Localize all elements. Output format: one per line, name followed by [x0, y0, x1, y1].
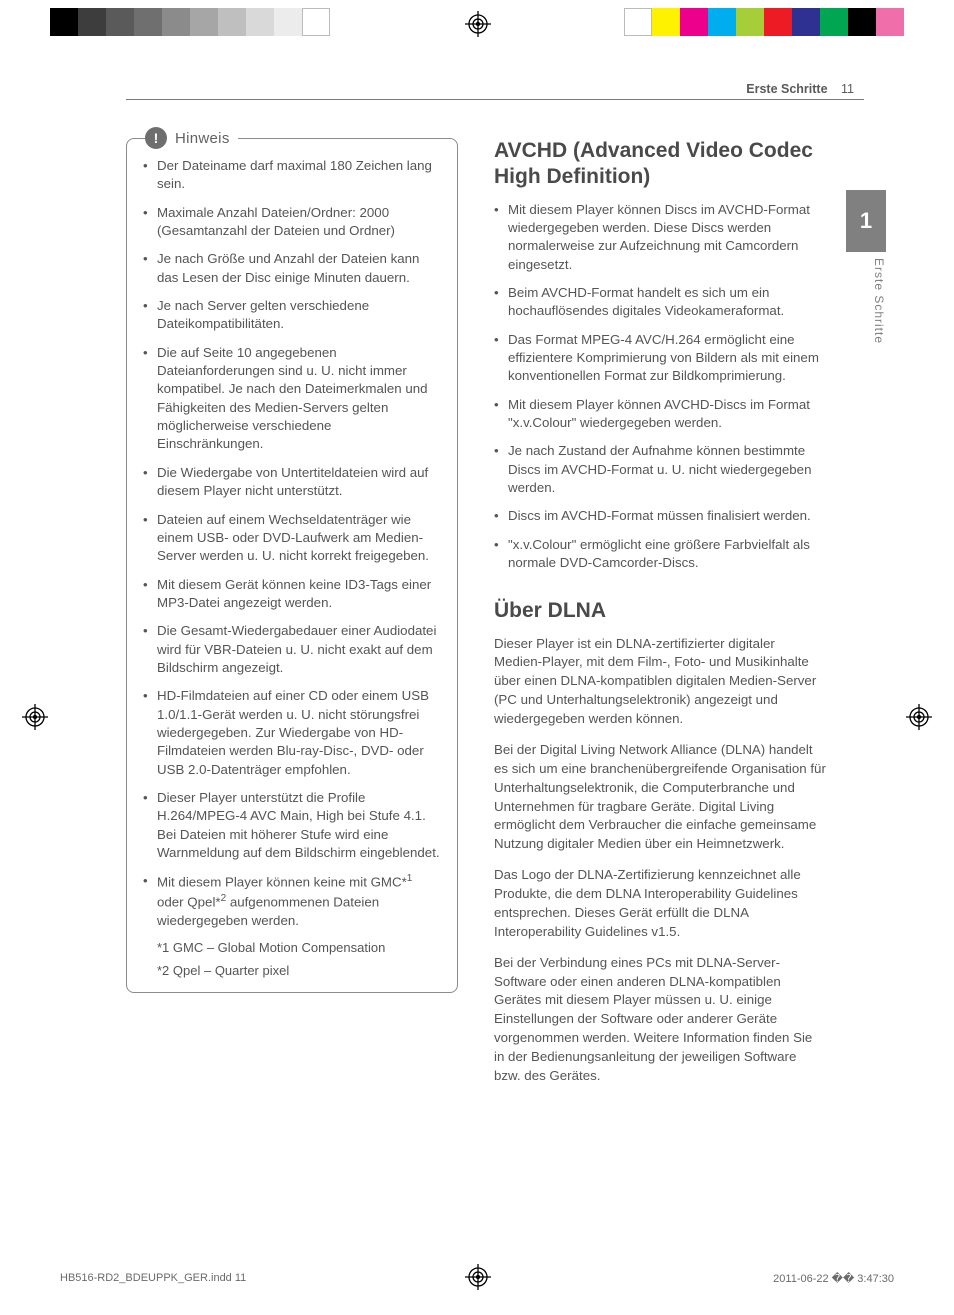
- note-item: Dieser Player unterstützt die Profile H.…: [143, 789, 441, 862]
- note-item: Die Gesamt-Wiedergabedauer einer Audioda…: [143, 622, 441, 677]
- note-item: Maximale Anzahl Dateien/Ordner: 2000 (Ge…: [143, 204, 441, 241]
- printer-colorbar-left: [50, 8, 330, 36]
- swatch: [736, 8, 764, 36]
- dlna-heading: Über DLNA: [494, 598, 826, 624]
- note-item: Die Wiedergabe von Untertiteldateien wir…: [143, 464, 441, 501]
- swatch: [218, 8, 246, 36]
- dlna-paragraph: Das Logo der DLNA-Zertifizierung kennzei…: [494, 866, 826, 942]
- swatch: [274, 8, 302, 36]
- avchd-item: Mit diesem Player können Discs im AVCHD-…: [494, 201, 826, 274]
- avchd-heading: AVCHD (Advanced Video Codec High Definit…: [494, 138, 826, 191]
- note-item: Der Dateiname darf maximal 180 Zeichen l…: [143, 157, 441, 194]
- printer-colorbar-right: [624, 8, 904, 36]
- note-item: Dateien auf einem Wechseldatenträger wie…: [143, 511, 441, 566]
- swatch: [708, 8, 736, 36]
- registration-mark-icon: [465, 11, 491, 37]
- running-header: Erste Schritte 11: [746, 82, 854, 96]
- swatch: [162, 8, 190, 36]
- note-item: Mit diesem Gerät können keine ID3-Tags e…: [143, 576, 441, 613]
- swatch: [106, 8, 134, 36]
- swatch: [764, 8, 792, 36]
- note-item: Je nach Server gelten verschiedene Datei…: [143, 297, 441, 334]
- swatch: [876, 8, 904, 36]
- swatch: [78, 8, 106, 36]
- slug-timestamp: 2011-06-22 �� 3:47:30: [773, 1272, 894, 1285]
- dlna-paragraph: Bei der Digital Living Network Alliance …: [494, 741, 826, 854]
- left-column: ! Hinweis Der Dateiname darf maximal 180…: [126, 138, 458, 1098]
- swatch: [792, 8, 820, 36]
- avchd-item: Discs im AVCHD-Format müssen finalisiert…: [494, 507, 826, 525]
- alert-icon: !: [145, 127, 167, 149]
- header-page-number: 11: [841, 82, 854, 96]
- swatch: [190, 8, 218, 36]
- registration-mark-icon: [906, 704, 932, 730]
- swatch: [652, 8, 680, 36]
- note-box: ! Hinweis Der Dateiname darf maximal 180…: [126, 138, 458, 993]
- avchd-list: Mit diesem Player können Discs im AVCHD-…: [494, 201, 826, 573]
- avchd-item: Beim AVCHD-Format handelt es sich um ein…: [494, 284, 826, 321]
- note-item: Mit diesem Player können keine mit GMC*1…: [143, 872, 441, 930]
- registration-mark-icon: [22, 704, 48, 730]
- note-footnote: *2 Qpel – Quarter pixel: [143, 963, 441, 978]
- swatch: [302, 8, 330, 36]
- note-item: HD-Filmdateien auf einer CD oder einem U…: [143, 687, 441, 779]
- chapter-tab: 1 Erste Schritte: [846, 190, 886, 344]
- swatch: [848, 8, 876, 36]
- note-footnote: *1 GMC – Global Motion Compensation: [143, 940, 441, 955]
- swatch: [680, 8, 708, 36]
- note-item: Je nach Größe und Anzahl der Dateien kan…: [143, 250, 441, 287]
- note-title: Hinweis: [175, 130, 230, 147]
- note-item: Die auf Seite 10 angegebenen Dateianford…: [143, 344, 441, 454]
- chapter-label: Erste Schritte: [846, 258, 886, 344]
- dlna-paragraph: Bei der Verbindung eines PCs mit DLNA-Se…: [494, 954, 826, 1086]
- swatch: [50, 8, 78, 36]
- swatch: [820, 8, 848, 36]
- header-section: Erste Schritte: [746, 82, 827, 96]
- avchd-item: Je nach Zustand der Aufnahme können best…: [494, 442, 826, 497]
- swatch: [134, 8, 162, 36]
- dlna-paragraph: Dieser Player ist ein DLNA-zertifizierte…: [494, 635, 826, 729]
- slug-file: HB516-RD2_BDEUPPK_GER.indd 11: [60, 1272, 246, 1285]
- note-list: Der Dateiname darf maximal 180 Zeichen l…: [143, 157, 441, 930]
- swatch: [624, 8, 652, 36]
- avchd-item: "x.v.Colour" ermöglicht eine größere Far…: [494, 536, 826, 573]
- avchd-item: Mit diesem Player können AVCHD-Discs im …: [494, 396, 826, 433]
- print-slug: HB516-RD2_BDEUPPK_GER.indd 11 2011-06-22…: [60, 1272, 894, 1285]
- header-rule: [126, 99, 864, 100]
- right-column: AVCHD (Advanced Video Codec High Definit…: [494, 138, 826, 1098]
- swatch: [246, 8, 274, 36]
- avchd-item: Das Format MPEG-4 AVC/H.264 ermöglicht e…: [494, 331, 826, 386]
- chapter-number: 1: [846, 190, 886, 252]
